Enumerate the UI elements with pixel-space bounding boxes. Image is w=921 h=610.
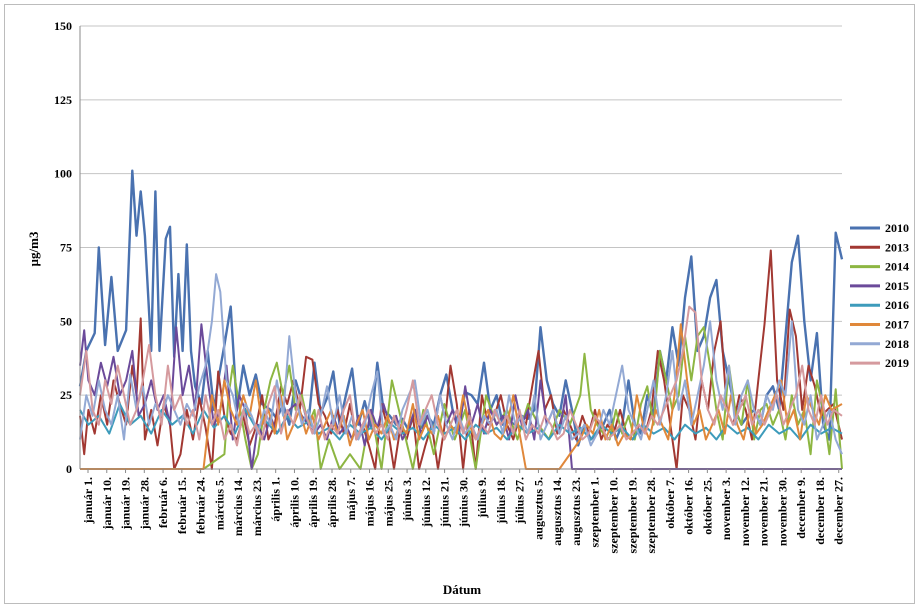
axes — [79, 26, 842, 470]
x-tick-label: július 18. — [494, 477, 508, 525]
x-tick-label: november 30. — [775, 477, 789, 546]
x-tick-label: november 3. — [719, 477, 733, 540]
x-tick-label: szeptember 1. — [588, 477, 602, 547]
y-tick-label: 50 — [60, 314, 72, 328]
x-tick-label: december 27. — [832, 477, 846, 545]
x-tick-label: május 7. — [344, 477, 358, 520]
y-tick-labels: 0 25 50 75 100 125 150 — [54, 19, 72, 476]
x-tick-label: március 23. — [250, 477, 264, 536]
legend-label-2015: 2015 — [885, 279, 909, 293]
y-tick-label: 25 — [60, 388, 72, 402]
y-tick-label: 75 — [60, 241, 72, 255]
x-tick-label: október 7. — [663, 477, 677, 529]
legend-label-2014: 2014 — [885, 260, 909, 274]
x-tick-label: augusztus 23. — [569, 477, 583, 546]
series-line-2013 — [79, 249, 843, 470]
x-tick-label: szeptember 19. — [625, 477, 639, 553]
x-tick-label: szeptember 28. — [644, 477, 658, 553]
x-tick-label: február 24. — [194, 477, 208, 534]
x-tick-label: november 12. — [738, 477, 752, 546]
series-lines — [78, 169, 844, 470]
x-tick-label: január 1. — [81, 477, 95, 524]
x-tick-label: március 14. — [231, 477, 245, 536]
y-tick-label: 125 — [54, 93, 72, 107]
x-tick-label: április 19. — [306, 477, 320, 528]
x-tick-labels: január 1. január 10. január 19. január 28. f… — [81, 469, 846, 553]
x-tick-label: április 10. — [287, 477, 301, 528]
legend-label-2019: 2019 — [885, 356, 909, 370]
x-tick-label: június 12. — [419, 477, 433, 528]
series-line-2010 — [78, 169, 844, 447]
legend-label-2016: 2016 — [885, 298, 909, 312]
x-tick-label: február 15. — [175, 477, 189, 534]
x-tick-label: április 1. — [269, 477, 283, 522]
x-tick-label: december 9. — [794, 477, 808, 539]
gridlines — [80, 25, 842, 396]
legend-label-2010: 2010 — [885, 221, 909, 235]
x-tick-label: december 18. — [813, 477, 827, 545]
x-tick-label: április 28. — [325, 477, 339, 528]
x-tick-label: július 9. — [475, 477, 489, 519]
x-tick-label: augusztus 14. — [550, 477, 564, 546]
x-tick-label: június 3. — [400, 477, 414, 522]
x-tick-label: május 25. — [381, 477, 395, 526]
x-tick-label: szeptember 10. — [607, 477, 621, 553]
y-tick-label: 100 — [54, 167, 72, 181]
series-line-2016 — [79, 403, 843, 441]
x-tick-label: október 25. — [700, 477, 714, 535]
x-tick-label: január 10. — [100, 477, 114, 530]
x-tick-label: november 21. — [757, 477, 771, 546]
x-tick-label: március 5. — [212, 477, 226, 530]
x-tick-label: január 19. — [119, 477, 133, 530]
legend-label-2017: 2017 — [885, 318, 909, 332]
legend-label-2018: 2018 — [885, 337, 909, 351]
y-axis-title: µg/m3 — [26, 231, 41, 266]
x-tick-label: február 6. — [156, 477, 170, 528]
legend-label-2013: 2013 — [885, 240, 909, 254]
x-tick-label: június 21. — [438, 477, 452, 528]
series-line-2019 — [79, 305, 843, 447]
x-tick-label: január 28. — [137, 477, 151, 530]
x-tick-label: október 16. — [682, 477, 696, 535]
x-tick-label: június 30. — [456, 477, 470, 528]
y-tick-label: 150 — [54, 19, 72, 33]
y-tick-label: 0 — [66, 462, 72, 476]
x-axis-title: Dátum — [443, 582, 481, 597]
x-tick-label: május 16. — [363, 477, 377, 526]
x-tick-label: július 27. — [513, 477, 527, 525]
legend: 2010 2013 2014 2015 2016 2017 2018 2019 — [850, 221, 909, 370]
chart-frame — [4, 4, 915, 604]
x-tick-label: augusztus 5. — [531, 477, 545, 540]
